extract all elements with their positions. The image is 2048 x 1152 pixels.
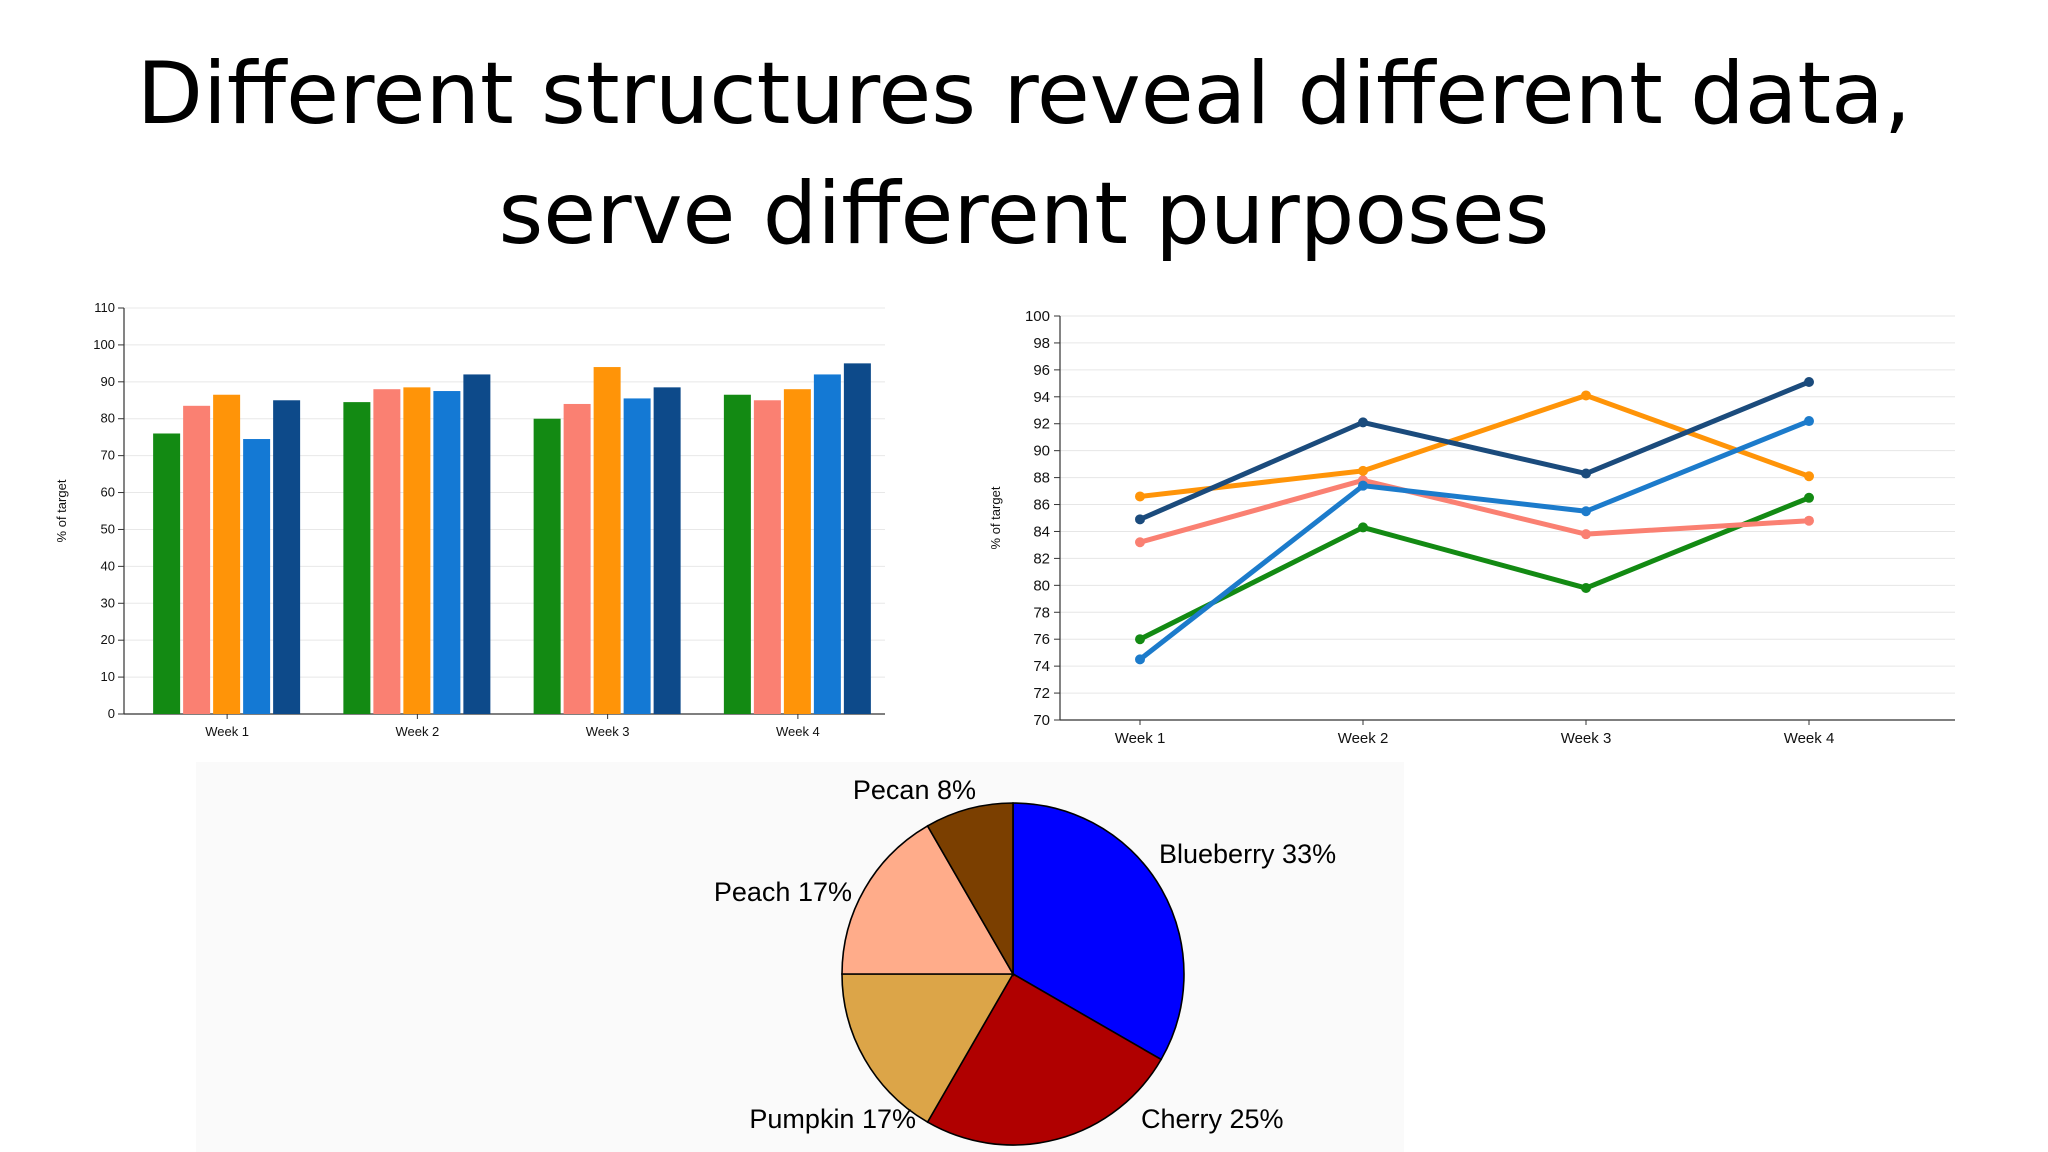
series-line [1137,477,1812,545]
series-point [1804,416,1814,427]
y-tick-label: 88 [1033,470,1050,487]
x-tick-label: Week 3 [1561,730,1612,747]
series-line [1137,418,1812,662]
series-point [1581,506,1591,517]
series-point [1804,492,1814,503]
y-tick-label: 90 [101,374,115,389]
y-tick-label: 84 [1033,523,1050,540]
y-tick-label: 0 [108,706,115,721]
series-line [1137,379,1812,522]
series-point [1358,522,1368,533]
y-tick-label: 70 [101,448,115,463]
y-tick-label: 40 [101,558,115,573]
x-tick-label: Week 4 [1784,730,1835,747]
series-line [1137,392,1812,499]
bar [653,387,681,714]
pie-label: Blueberry 33% [1159,839,1336,869]
series-point [1581,529,1591,540]
series-point [1135,634,1145,645]
pie-label: Cherry 25% [1141,1104,1284,1134]
series-point [1804,376,1814,387]
pie-label: Pecan 8% [853,775,976,805]
bar [723,394,751,714]
y-tick-label: 76 [1033,631,1050,648]
y-tick-label: 96 [1033,362,1050,379]
series-point [1135,491,1145,502]
pie-slice [841,824,1015,975]
bar [843,363,871,714]
pie-slice [926,972,1163,1146]
y-tick-label: 74 [1033,658,1050,675]
bar [373,389,401,714]
pie-slice [841,973,1015,1124]
pie-slice [926,802,1014,977]
pie-label: Peach 17% [714,877,852,907]
bar [433,391,461,714]
bar [463,374,491,714]
y-tick-label: 70 [1033,712,1050,729]
title-line-1: Different structures reveal different da… [136,44,1912,144]
pie-chart: Blueberry 33% Cherry 25% Pumpkin 17% Peach … [714,775,1336,1146]
bar [213,394,241,714]
bar [533,418,561,714]
pie-slice [1012,802,1185,1061]
bar [243,439,271,714]
y-tick-label: 60 [101,485,115,500]
bar-chart: 0 10 20 30 40 50 60 70 80 90 100 110 % of target Week… [54,300,885,739]
series-point [1135,654,1145,665]
series-point [1804,471,1814,482]
bar [783,389,811,714]
y-tick-label: 30 [101,595,115,610]
pie-label: Pumpkin 17% [749,1104,916,1134]
y-tick-label: 94 [1033,389,1050,406]
series-point [1581,583,1591,594]
y-tick-label: 98 [1033,335,1050,352]
y-tick-label: 100 [93,337,115,352]
bar [753,400,781,714]
y-tick-label: 72 [1033,685,1050,702]
bar [343,402,371,714]
bar [403,387,431,714]
y-tick-label: 92 [1033,416,1050,433]
bar [153,433,181,714]
y-tick-label: 100 [1025,308,1050,325]
y-tick-label: 78 [1033,604,1050,621]
series-point [1581,468,1591,479]
x-tick-label: Week 2 [1338,730,1389,747]
bar [623,398,651,714]
line-chart: 70 72 74 76 78 80 82 84 86 88 90 92 94 96 98 100 % of ta… [988,308,1955,747]
x-tick-label: Week 1 [205,724,249,739]
x-tick-label: Week 1 [1115,730,1166,747]
slide-title: Different structures reveal different da… [0,34,2048,274]
series-line [1137,495,1812,642]
series-point [1358,465,1368,476]
y-axis-title: % of target [54,479,69,542]
bar [183,405,211,714]
series-point [1358,480,1368,491]
series-point [1135,514,1145,525]
pie-panel [196,762,1404,1152]
y-tick-label: 86 [1033,497,1050,514]
y-tick-label: 90 [1033,443,1050,460]
y-tick-label: 80 [101,411,115,426]
title-line-2: serve different purposes [498,164,1550,264]
x-tick-label: Week 2 [395,724,439,739]
bar [273,400,301,714]
series-point [1581,390,1591,401]
bar [593,367,621,714]
x-tick-label: Week 4 [776,724,820,739]
y-tick-label: 80 [1033,577,1050,594]
y-tick-label: 10 [101,669,115,684]
y-tick-label: 82 [1033,550,1050,567]
y-axis-title: % of target [988,486,1003,549]
series-point [1358,417,1368,428]
bar [813,374,841,714]
series-point [1804,515,1814,526]
x-tick-label: Week 3 [586,724,630,739]
y-tick-label: 20 [101,632,115,647]
bar [563,403,591,714]
series-point [1135,537,1145,548]
y-tick-label: 50 [101,521,115,536]
y-tick-label: 110 [94,300,115,315]
